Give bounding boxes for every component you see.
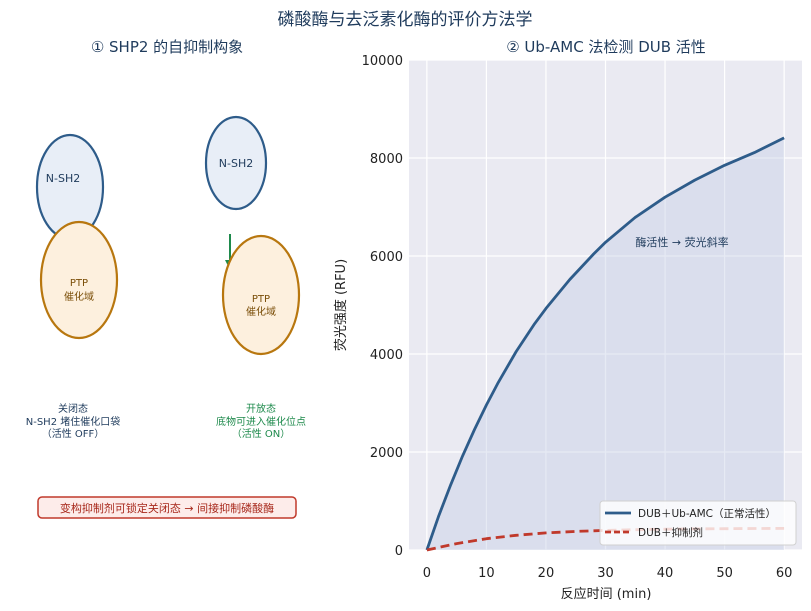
x-tick-label-3: 30 <box>597 566 614 581</box>
open-caption-2: 底物可进入催化位点 <box>216 415 306 428</box>
y-tick-label-2: 4000 <box>370 348 403 363</box>
closed-caption-1: 关闭态 <box>58 402 88 415</box>
open-ptp-domain <box>221 234 301 356</box>
dub-activity-chart: 0 10 20 30 40 50 60 0 2000 4000 6000 8000 10000 酶活性… <box>333 54 802 602</box>
y-tick-label-4: 8000 <box>370 152 403 167</box>
inhibitor-note: 变构抑制剂可锁定关闭态 → 间接抑制磷酸酶 <box>37 496 297 519</box>
closed-nsh2-label: N-SH2 <box>46 172 80 185</box>
left-panel-title: ① SHP2 的自抑制构象 <box>91 38 243 56</box>
series-line-0 <box>425 136 785 551</box>
figure-title: 磷酸酶与去泛素化酶的评价方法学 <box>278 10 533 30</box>
inhibitor-note-box <box>37 496 297 519</box>
chart-title: ② Ub-AMC 法检测 DUB 活性 <box>506 38 706 56</box>
open-caption-3: （活性 ON） <box>232 427 291 440</box>
closed-caption-3: （活性 OFF） <box>42 427 105 440</box>
y-axis-label: 荧光强度 (RFU) <box>333 259 349 351</box>
x-tick-label-0: 0 <box>423 566 431 581</box>
open-caption-1: 开放态 <box>246 402 276 415</box>
open-state: N-SH2 PTP 催化域 开放态 底物可进入催化位点 （活性 ON） <box>204 115 306 440</box>
legend-label-inhibitor: DUB＋抑制剂 <box>638 526 703 539</box>
chart-annotation: 酶活性 → 荧光斜率 <box>635 235 728 249</box>
x-tick-label-4: 40 <box>657 566 674 581</box>
x-tick-label-6: 60 <box>776 566 793 581</box>
open-ptp-label-1: PTP <box>252 294 270 305</box>
y-tick-label-5: 10000 <box>362 54 403 69</box>
closed-ptp-domain <box>39 220 119 340</box>
x-tick-label-5: 50 <box>716 566 733 581</box>
legend-label-normal: DUB＋Ub-AMC（正常活性） <box>638 507 776 520</box>
legend-box <box>599 500 797 546</box>
open-ptp-label-2: 催化域 <box>246 305 276 318</box>
open-nsh2-label: N-SH2 <box>219 157 253 170</box>
x-tick-label-1: 10 <box>478 566 495 581</box>
series-area-fill <box>426 137 785 550</box>
y-tick-label-1: 2000 <box>370 446 403 461</box>
x-tick-label-2: 20 <box>538 566 555 581</box>
grid-lines <box>409 59 802 551</box>
y-tick-label-3: 6000 <box>370 250 403 265</box>
y-tick-label-0: 0 <box>395 544 403 559</box>
open-nsh2-domain <box>204 115 268 211</box>
x-tick-labels: 0 10 20 30 40 50 60 <box>423 566 793 581</box>
closed-ptp-label-2: 催化域 <box>64 290 94 303</box>
x-axis-label: 反应时间 (min) <box>561 586 652 602</box>
y-tick-labels: 0 2000 4000 6000 8000 10000 <box>362 54 403 559</box>
inhibitor-note-text: 变构抑制剂可锁定关闭态 → 间接抑制磷酸酶 <box>60 501 274 515</box>
closed-state: N-SH2 PTP 催化域 关闭态 N-SH2 堵住催化口袋 （活性 OFF） <box>26 133 121 440</box>
closed-caption-2: N-SH2 堵住催化口袋 <box>26 415 121 428</box>
closed-ptp-label-1: PTP <box>70 278 88 289</box>
legend: DUB＋Ub-AMC（正常活性） DUB＋抑制剂 <box>599 500 797 546</box>
